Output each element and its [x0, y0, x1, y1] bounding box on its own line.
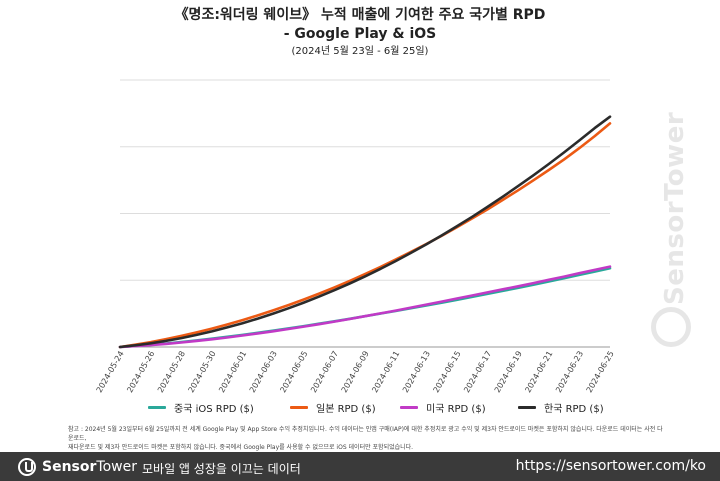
- sensortower-logo-icon: [18, 458, 36, 476]
- chart-subtitle: - Google Play & iOS: [283, 26, 437, 42]
- legend-label-china: 중국 iOS RPD ($): [174, 404, 254, 415]
- x-tick-label: 2024-05-28: [156, 350, 187, 395]
- x-tick-label: 2024-06-23: [554, 350, 585, 395]
- legend-item-china: 중국 iOS RPD ($): [148, 400, 254, 415]
- legend-label-usa: 미국 RPD ($): [426, 404, 486, 415]
- chart-title: 《명조:워더링 웨이브》 누적 매출에 기여한 주요 국가별 RPD: [174, 7, 546, 23]
- x-tick-label: 2024-05-26: [125, 350, 156, 395]
- date-range: (2024년 5월 23일 - 6월 25일): [291, 46, 429, 57]
- brand-name-sensor: Sensor: [42, 459, 97, 475]
- x-tick-label: 2024-06-15: [432, 350, 463, 395]
- x-tick-label: 2024-06-03: [248, 350, 279, 395]
- legend: 중국 iOS RPD ($) 일본 RPD ($) 미국 RPD ($) 한국 …: [0, 400, 720, 416]
- x-tick-label: 2024-06-01: [217, 350, 248, 395]
- footer-url-link[interactable]: https://sensortower.com/ko: [515, 458, 706, 474]
- x-tick-label: 2024-06-19: [493, 350, 524, 395]
- legend-swatch-china: [148, 406, 166, 409]
- brand-name-tower: Tower: [96, 459, 137, 475]
- series-line-1: [118, 122, 612, 349]
- series-line-3: [118, 115, 612, 349]
- sensortower-watermark-icon: [651, 307, 691, 347]
- x-tick-label: 2024-06-11: [370, 350, 401, 395]
- footnote-line-2: 재다운로드 및 제3자 안드로이드 마켓은 포함하지 않습니다. 중국에서 Go…: [68, 444, 414, 451]
- legend-label-japan: 일본 RPD ($): [316, 404, 376, 415]
- x-tick-label: 2024-06-07: [309, 350, 340, 395]
- legend-swatch-korea: [518, 406, 536, 409]
- brand-logo[interactable]: Sensor Tower: [18, 458, 137, 476]
- legend-item-korea: 한국 RPD ($): [518, 400, 604, 415]
- x-tick-label: 2024-06-17: [462, 350, 493, 395]
- line-chart: 2024-05-24 2024-05-26 2024-05-28 2024-05-30…: [95, 79, 616, 395]
- legend-swatch-usa: [400, 406, 418, 409]
- x-tick-label: 2024-06-13: [401, 350, 432, 395]
- series-line-2: [118, 265, 612, 349]
- legend-item-japan: 일본 RPD ($): [290, 400, 376, 415]
- footer-tagline: 모바일 앱 성장을 이끄는 데이터: [142, 462, 301, 476]
- x-tick-label: 2024-06-21: [523, 350, 554, 395]
- x-tick-label: 2024-05-30: [187, 350, 218, 395]
- x-tick-label: 2024-06-05: [278, 350, 309, 395]
- footer-bar: Sensor Tower 모바일 앱 성장을 이끄는 데이터 https://s…: [0, 452, 720, 481]
- title-block: 《명조:워더링 웨이브》 누적 매출에 기여한 주요 국가별 RPD - Goo…: [0, 6, 720, 60]
- legend-swatch-japan: [290, 406, 308, 409]
- x-tick-label: 2024-05-24: [95, 350, 126, 395]
- x-tick-label: 2024-06-25: [585, 350, 616, 395]
- footnote-line-1: 참고 : 2024년 5월 23일부터 6월 25일까지 전 세계 Google…: [68, 426, 663, 442]
- legend-item-usa: 미국 RPD ($): [400, 400, 486, 415]
- footnote: 참고 : 2024년 5월 23일부터 6월 25일까지 전 세계 Google…: [68, 425, 668, 452]
- legend-label-korea: 한국 RPD ($): [544, 404, 604, 415]
- x-tick-label: 2024-06-09: [340, 350, 371, 395]
